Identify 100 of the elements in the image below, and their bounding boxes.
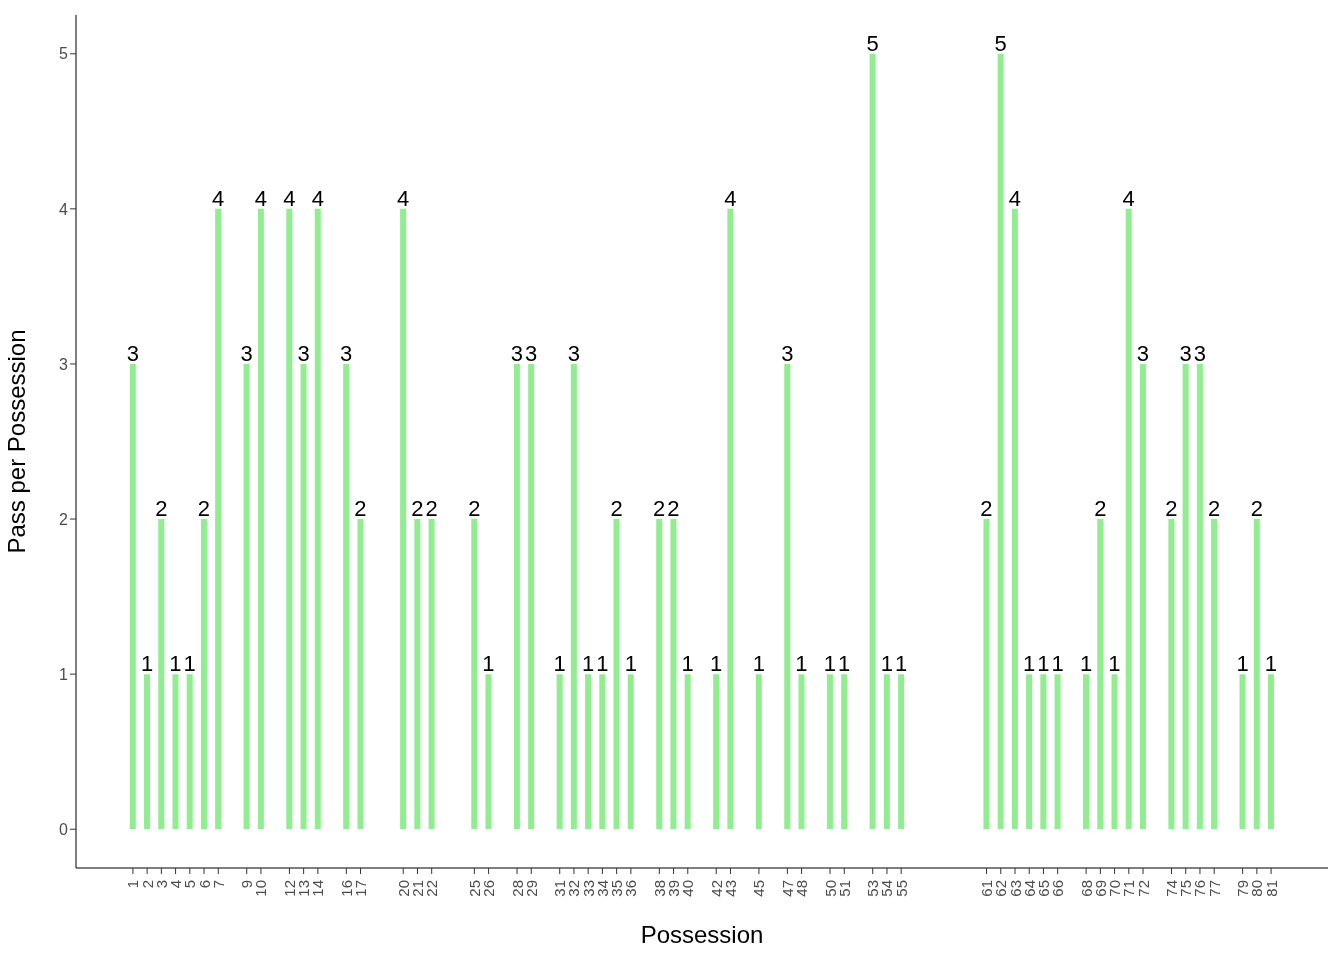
data-label: 1	[709, 651, 723, 677]
data-label: 4	[1008, 185, 1022, 211]
data-label: 3	[240, 340, 253, 366]
data-label: 2	[197, 496, 211, 522]
data-label: 2	[610, 496, 623, 522]
data-label: 1	[140, 651, 154, 677]
data-label: 4	[283, 185, 296, 211]
bar	[556, 674, 563, 830]
bar	[1196, 363, 1203, 830]
data-label: 4	[254, 185, 267, 211]
bar	[144, 674, 151, 830]
data-label: 4	[311, 185, 324, 211]
bar	[343, 363, 350, 830]
bar	[513, 363, 520, 830]
bar	[257, 208, 264, 830]
x-tick-label: 26	[480, 880, 498, 897]
y-tick-label: 2	[59, 510, 69, 528]
bar	[883, 674, 890, 830]
bar	[471, 519, 478, 830]
bar	[243, 363, 250, 830]
bar	[1239, 674, 1246, 830]
x-tick-label: 66	[1049, 880, 1067, 897]
data-label: 2	[1094, 496, 1107, 522]
data-label: 4	[212, 185, 225, 211]
bar	[713, 674, 720, 830]
data-label: 3	[126, 340, 139, 366]
data-label: 1	[795, 651, 808, 677]
data-label: 2	[155, 496, 168, 522]
bar	[428, 519, 435, 830]
data-label: 1	[1022, 651, 1036, 677]
data-label: 4	[1122, 185, 1135, 211]
bar	[727, 208, 734, 830]
data-label: 3	[781, 340, 794, 366]
x-tick-label: 16	[337, 880, 355, 897]
data-label: 1	[752, 651, 765, 677]
bar	[684, 674, 691, 830]
bar	[570, 363, 577, 830]
y-tick-label: 1	[59, 665, 69, 683]
data-label: 1	[880, 651, 893, 677]
bar	[186, 674, 193, 830]
bar	[1097, 519, 1104, 830]
bar	[1168, 519, 1175, 830]
bar	[129, 363, 136, 830]
bar	[599, 674, 606, 830]
data-label: 3	[340, 340, 353, 366]
x-tick-label: 45	[750, 880, 768, 897]
bar	[286, 208, 293, 830]
x-tick-label: 12	[280, 880, 298, 897]
data-label: 1	[838, 651, 851, 677]
data-label: 2	[425, 496, 438, 522]
x-tick-label: 38	[650, 880, 668, 897]
bar	[1139, 363, 1146, 830]
bar	[755, 674, 762, 830]
data-label: 2	[411, 496, 424, 522]
data-label: 4	[396, 185, 410, 211]
bar	[1026, 674, 1033, 830]
bar	[1211, 519, 1218, 830]
data-label: 3	[510, 340, 524, 366]
data-label: 1	[1037, 651, 1050, 677]
bar	[158, 519, 165, 830]
bar	[1267, 674, 1274, 830]
bar	[400, 208, 407, 830]
y-axis-title: Pass per Possession	[2, 329, 30, 554]
x-axis-title: Possession	[640, 921, 764, 948]
data-label: 2	[667, 496, 680, 522]
data-label: 4	[724, 185, 737, 211]
data-label: 3	[1136, 340, 1150, 366]
bar	[585, 674, 592, 830]
y-tick-label: 3	[59, 355, 69, 373]
data-label: 1	[894, 651, 908, 677]
bar	[1125, 208, 1132, 830]
data-label: 2	[354, 496, 367, 522]
data-label: 1	[169, 651, 182, 677]
data-label: 1	[1079, 651, 1093, 677]
bar	[314, 208, 321, 830]
x-tick-label: 48	[793, 880, 811, 897]
data-label: 5	[994, 30, 1007, 56]
bar	[357, 519, 364, 830]
data-label: 1	[1236, 651, 1249, 677]
bar	[1111, 674, 1118, 830]
data-label: 1	[624, 651, 637, 677]
bar	[215, 208, 222, 830]
data-label: 5	[866, 30, 879, 56]
data-label: 2	[653, 496, 666, 522]
bar	[1182, 363, 1189, 830]
data-label: 2	[980, 496, 993, 522]
bar	[997, 53, 1004, 830]
data-label: 1	[553, 651, 566, 677]
data-label: 2	[1250, 496, 1263, 522]
data-label: 2	[468, 496, 481, 522]
bar	[414, 519, 421, 830]
bar	[869, 53, 876, 830]
bar	[627, 674, 634, 830]
data-label: 3	[1193, 340, 1206, 366]
bar	[670, 519, 677, 830]
bar	[200, 519, 207, 830]
data-label: 3	[1179, 340, 1192, 366]
bar	[983, 519, 990, 830]
bar	[656, 519, 663, 830]
data-label: 1	[1108, 651, 1121, 677]
